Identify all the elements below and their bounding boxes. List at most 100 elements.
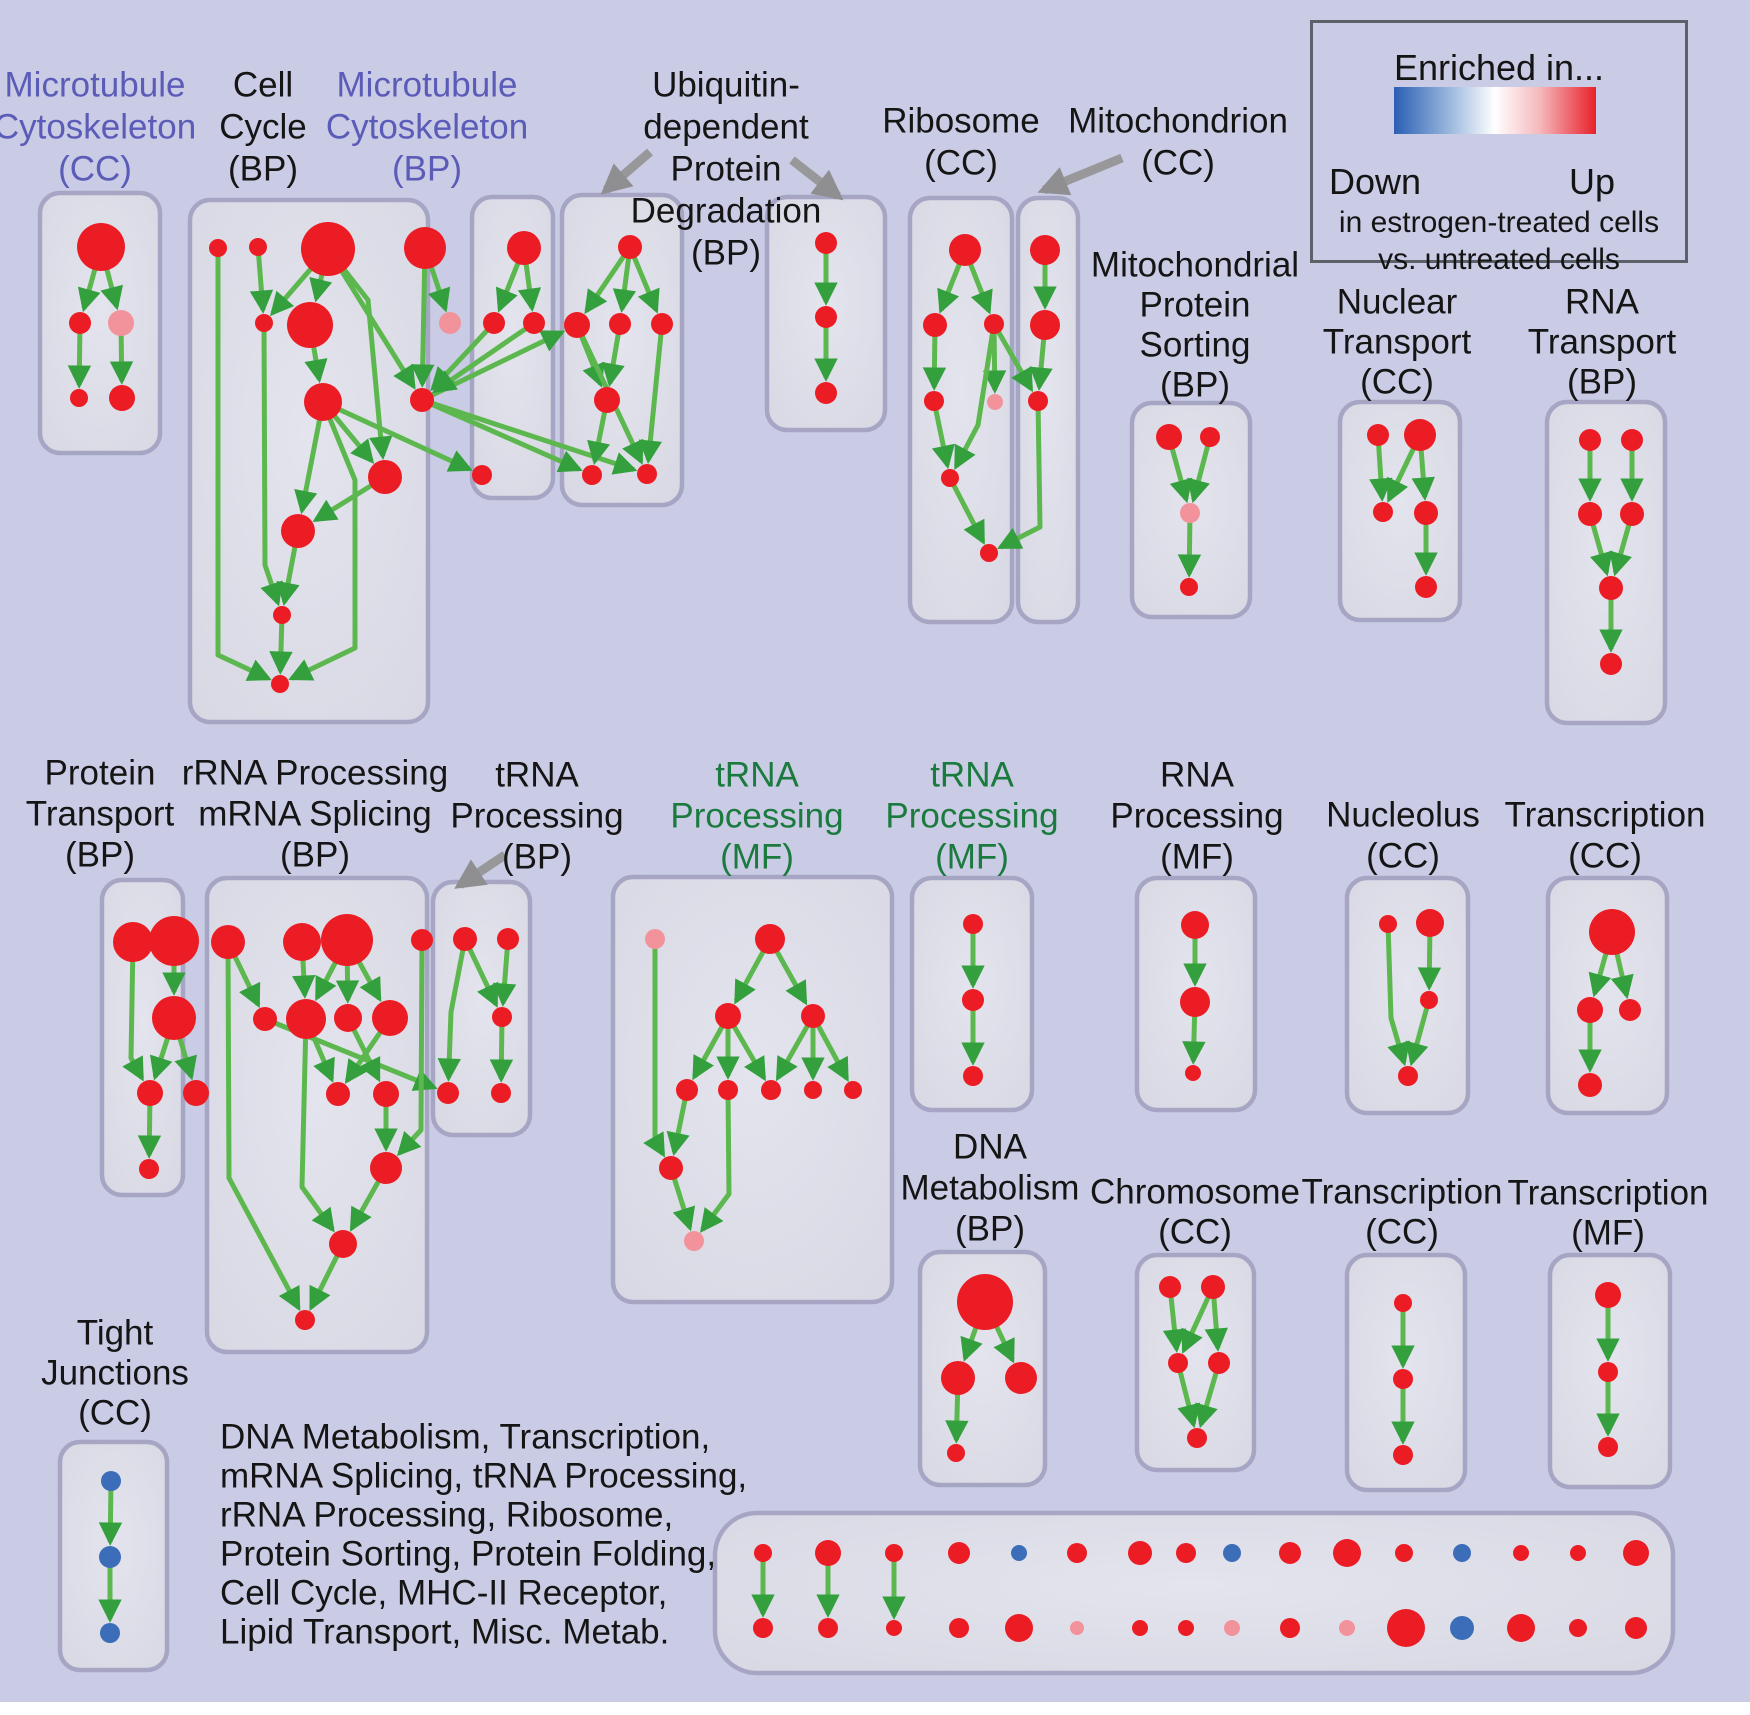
node-q2 <box>1030 310 1060 340</box>
node-r5 <box>987 394 1003 410</box>
label-nuclear-transport-line-1: Nuclear <box>1337 283 1458 322</box>
node-rb <box>286 999 326 1039</box>
node-c7 <box>439 312 461 334</box>
label-trna-mf-large-line-2: Processing <box>670 797 843 836</box>
edge-e2-e3 <box>1181 1295 1211 1354</box>
edge-u4-u7 <box>638 333 664 464</box>
node-l3 <box>1619 999 1641 1021</box>
edge-rh-ri <box>309 1254 340 1311</box>
cluster-box-nucleolus <box>1344 875 1471 1116</box>
edge-mb1-mb3 <box>517 263 542 312</box>
node-u6 <box>582 465 602 485</box>
edge-nt2-nt4 <box>1411 449 1435 501</box>
label-microtubule-bp-line-2: Cytoskeleton <box>326 108 528 147</box>
node-m3 <box>108 310 134 336</box>
node-p2 <box>149 916 199 966</box>
node-t3 <box>321 914 373 966</box>
node-g11 <box>684 1231 704 1251</box>
node-x11t <box>1333 1539 1361 1567</box>
label-tight-junctions-line-3: (CC) <box>78 1394 152 1433</box>
label-chromosome-line-1: Chromosome <box>1090 1173 1300 1212</box>
node-k4 <box>1398 1066 1418 1086</box>
edge-c3-c5 <box>269 267 313 317</box>
node-c5 <box>255 314 273 332</box>
label-ubiquitin-line-5: (BP) <box>691 234 761 273</box>
node-tb1 <box>453 927 477 951</box>
node-mb2 <box>483 312 505 334</box>
node-x4b <box>949 1618 969 1638</box>
node-tb5 <box>491 1083 511 1103</box>
node-x11b <box>1339 1620 1355 1636</box>
label-trna-mf-large-line-1: tRNA <box>715 756 799 795</box>
node-e3 <box>1168 1353 1188 1373</box>
label-microtubule-bp-line-3: (BP) <box>392 150 462 189</box>
edge-u5-u6 <box>587 411 611 466</box>
node-rt5 <box>1599 576 1623 600</box>
node-e1 <box>1159 1276 1181 1298</box>
node-d4 <box>947 1444 965 1462</box>
node-g2 <box>755 924 785 954</box>
label-transcription-mf-line-1: Transcription <box>1508 1174 1709 1213</box>
edge-g10-g11 <box>671 1177 696 1232</box>
label-transcription-mf-line-2: (MF) <box>1571 1214 1645 1253</box>
node-x8b <box>1178 1620 1194 1636</box>
node-u4 <box>651 313 673 335</box>
label-cell-cycle-line-1: Cell <box>233 66 293 105</box>
node-v1 <box>815 232 837 254</box>
cluster-box-trna-mf-large <box>610 874 895 1305</box>
node-x15t <box>1570 1545 1586 1561</box>
edge-r3-q3 <box>996 330 1034 393</box>
node-c2 <box>249 238 267 256</box>
node-t2 <box>283 923 321 961</box>
edge-c9-c11 <box>294 419 323 515</box>
edge-q2-q3 <box>1029 338 1053 391</box>
edge-g3-g5 <box>692 1025 725 1081</box>
edge-rc-rf <box>351 1028 381 1083</box>
node-mb1 <box>507 231 541 265</box>
label-nucleolus-line-2: (CC) <box>1366 837 1440 876</box>
node-mb3 <box>523 312 545 334</box>
label-dna-metabolism-line-2: Metabolism <box>901 1169 1080 1208</box>
edge-tb1-tb4 <box>437 949 466 1082</box>
edge-g6-g11 <box>700 1098 732 1233</box>
node-x3b <box>886 1620 902 1636</box>
node-tj1 <box>101 1471 121 1491</box>
edge-nt1-nt3 <box>1369 444 1393 502</box>
node-tb2 <box>497 928 519 950</box>
edge-p3-p4 <box>149 1037 173 1081</box>
edge-c8-u6 <box>431 402 583 473</box>
node-e2 <box>1201 1275 1225 1299</box>
edge-c9-c13 <box>288 417 358 681</box>
edge-c3-c10 <box>342 267 393 460</box>
node-q3 <box>1028 391 1048 411</box>
label-footnote-line-4: Protein Sorting, Protein Folding, <box>220 1535 716 1574</box>
node-x12t <box>1395 1544 1413 1562</box>
node-j2 <box>1180 987 1210 1017</box>
edge-l1-l2 <box>1588 952 1612 998</box>
label-transcription-cc-bottom-line-1: Transcription <box>1302 1173 1503 1212</box>
legend-subtitle-2: vs. untreated cells <box>1378 243 1620 276</box>
node-c8 <box>410 388 434 412</box>
node-r6 <box>941 469 959 487</box>
label-mito-sorting-line-4: (BP) <box>1160 366 1230 405</box>
node-rt4 <box>1620 502 1644 526</box>
node-k3 <box>1420 991 1438 1009</box>
node-g4 <box>801 1004 825 1028</box>
edge-d1-d3 <box>993 1325 1015 1364</box>
edge-c6-c9 <box>304 346 328 384</box>
node-c9 <box>304 383 342 421</box>
node-tj2 <box>99 1546 121 1568</box>
node-t4 <box>411 929 433 951</box>
edge-tb3-tb5 <box>489 1025 514 1083</box>
node-rh <box>329 1230 357 1258</box>
edge-rt4-rt5 <box>1609 523 1632 577</box>
edge-r1-r2 <box>937 262 962 314</box>
node-x2b <box>818 1618 838 1638</box>
label-rna-transport-line-2: Transport <box>1528 323 1677 362</box>
node-g8 <box>804 1081 822 1099</box>
node-c6 <box>287 302 333 348</box>
node-c4 <box>404 227 446 269</box>
label-mito-sorting-line-3: Sorting <box>1140 326 1251 365</box>
annotation-arrow-4 <box>454 851 508 889</box>
